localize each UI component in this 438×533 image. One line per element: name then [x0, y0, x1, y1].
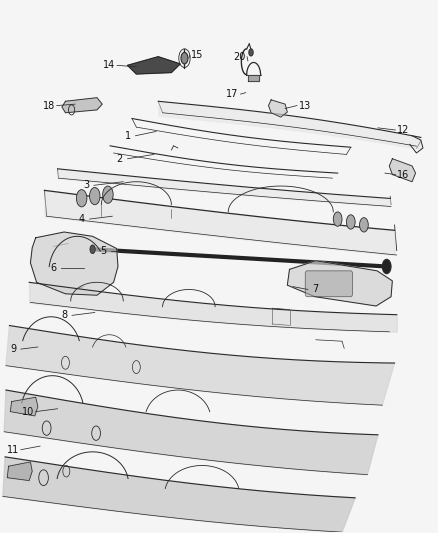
Text: 13: 13 [298, 101, 310, 110]
Text: 18: 18 [42, 101, 55, 110]
Text: 9: 9 [10, 344, 16, 354]
Text: 5: 5 [100, 246, 106, 256]
Polygon shape [11, 397, 38, 416]
Text: 1: 1 [124, 131, 131, 141]
Polygon shape [4, 390, 377, 475]
Text: 3: 3 [83, 180, 89, 190]
Polygon shape [127, 56, 180, 74]
Text: 12: 12 [396, 125, 409, 135]
Text: 7: 7 [312, 285, 318, 295]
Polygon shape [389, 159, 415, 182]
Circle shape [180, 52, 187, 64]
Polygon shape [247, 75, 258, 81]
Circle shape [89, 188, 100, 205]
Circle shape [248, 49, 253, 56]
Polygon shape [30, 232, 118, 295]
Text: 4: 4 [78, 214, 85, 224]
Polygon shape [268, 100, 287, 117]
Text: 11: 11 [7, 445, 19, 455]
Text: 17: 17 [226, 89, 238, 99]
Circle shape [346, 215, 354, 229]
Circle shape [359, 217, 367, 232]
Polygon shape [6, 326, 394, 405]
Circle shape [90, 245, 95, 254]
FancyBboxPatch shape [304, 271, 352, 297]
Text: 16: 16 [396, 169, 409, 180]
Polygon shape [287, 261, 392, 306]
Text: 6: 6 [50, 263, 56, 273]
Circle shape [76, 190, 87, 207]
Polygon shape [62, 98, 102, 113]
Polygon shape [3, 457, 354, 532]
Circle shape [102, 186, 113, 203]
Circle shape [381, 260, 390, 273]
Text: 2: 2 [117, 154, 123, 164]
Text: 14: 14 [103, 60, 115, 70]
Polygon shape [7, 462, 32, 481]
Text: 20: 20 [233, 52, 245, 62]
Circle shape [332, 212, 341, 227]
Text: 8: 8 [61, 310, 67, 320]
Text: 15: 15 [191, 50, 203, 60]
Text: 10: 10 [21, 407, 34, 417]
